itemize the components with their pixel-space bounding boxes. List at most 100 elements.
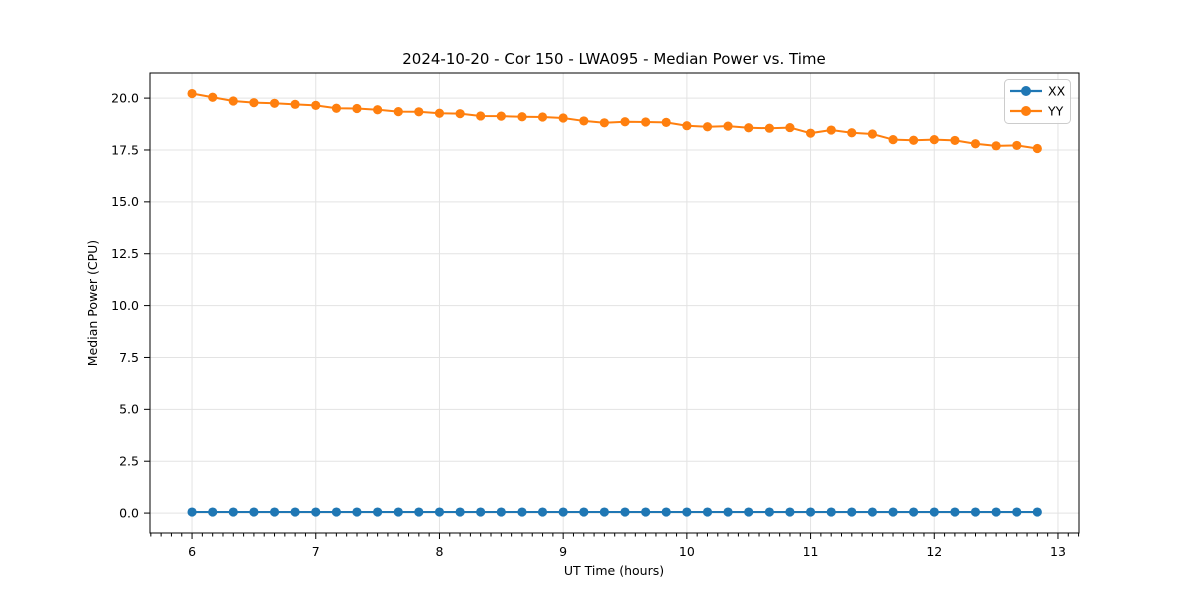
y-tick-label: 17.5 <box>111 142 139 157</box>
data-point-xx <box>641 507 651 517</box>
data-point-yy <box>805 128 816 138</box>
data-point-xx <box>476 507 486 517</box>
data-point-xx <box>888 507 898 517</box>
data-point-yy <box>991 141 1001 151</box>
data-point-xx <box>929 507 939 517</box>
data-point-xx <box>558 507 568 517</box>
legend-label-yy: YY <box>1047 104 1064 119</box>
data-point-yy <box>970 139 981 149</box>
data-point-xx <box>661 507 671 517</box>
x-tick-label: 8 <box>435 544 443 559</box>
data-point-xx <box>269 507 280 517</box>
data-point-xx <box>764 507 774 517</box>
data-point-yy <box>311 100 321 110</box>
data-point-xx <box>496 507 506 517</box>
data-point-xx <box>517 507 527 517</box>
data-point-yy <box>744 123 754 133</box>
data-point-xx <box>208 507 218 517</box>
data-point-xx <box>414 507 424 517</box>
data-point-xx <box>785 507 795 517</box>
data-point-yy <box>496 111 506 121</box>
data-point-xx <box>228 507 238 517</box>
data-point-yy <box>764 123 774 133</box>
data-point-xx <box>455 507 465 517</box>
data-point-xx <box>434 507 445 517</box>
data-point-xx <box>290 507 300 517</box>
data-point-yy <box>929 135 939 145</box>
data-point-yy <box>228 96 238 106</box>
data-point-yy <box>434 108 445 118</box>
y-tick-label: 10.0 <box>111 298 139 313</box>
data-point-yy <box>723 121 733 131</box>
y-tick-label: 0.0 <box>119 505 139 520</box>
data-point-xx <box>682 507 692 517</box>
data-point-xx <box>1032 507 1042 517</box>
data-point-yy <box>455 109 465 119</box>
data-point-yy <box>393 106 403 117</box>
data-point-xx <box>950 507 960 517</box>
data-point-xx <box>1012 507 1022 517</box>
grid-layer <box>150 73 1079 533</box>
x-tick-label: 12 <box>926 544 942 559</box>
axes-frame <box>149 72 1080 534</box>
data-point-yy <box>909 135 919 145</box>
plot-frame <box>149 72 1080 534</box>
data-point-yy <box>290 99 300 109</box>
data-point-xx <box>373 507 383 517</box>
legend-item-yy: YY <box>1010 104 1064 119</box>
data-point-xx <box>744 507 754 517</box>
data-point-xx <box>620 507 630 517</box>
series-layer <box>187 88 1042 517</box>
data-point-yy <box>847 128 857 138</box>
data-point-xx <box>311 507 321 517</box>
data-point-xx <box>579 507 589 517</box>
data-point-yy <box>187 88 197 99</box>
data-point-yy <box>1032 143 1042 154</box>
tick-layer <box>144 97 1080 539</box>
data-point-yy <box>641 117 651 127</box>
data-point-yy <box>331 103 342 113</box>
data-point-yy <box>517 112 527 122</box>
chart-title: 2024-10-20 - Cor 150 - LWA095 - Median P… <box>402 50 826 68</box>
y-tick-label: 7.5 <box>119 350 139 365</box>
data-point-yy <box>867 129 878 139</box>
y-axis-label: Median Power (CPU) <box>85 240 100 366</box>
data-point-yy <box>208 92 218 102</box>
data-point-xx <box>867 507 878 517</box>
data-point-yy <box>414 107 424 117</box>
data-point-yy <box>1012 140 1022 151</box>
y-tick-label: 20.0 <box>111 90 139 105</box>
tick-label-layer: 6 7 8 9 10 11 12 13 0.0 2.5 5.0 7.5 10.0 12.5 15.0 17.5… <box>111 90 1066 559</box>
data-point-yy <box>620 117 630 127</box>
data-point-yy <box>476 111 486 121</box>
data-point-xx <box>599 507 609 517</box>
data-point-yy <box>269 98 280 108</box>
legend-marker-xx <box>1021 86 1031 96</box>
x-tick-label: 9 <box>559 544 567 559</box>
data-point-xx <box>393 507 403 517</box>
data-point-xx <box>909 507 919 517</box>
data-point-yy <box>599 118 609 128</box>
data-point-yy <box>249 98 259 108</box>
data-point-yy <box>373 105 383 115</box>
y-tick-label: 15.0 <box>111 194 139 209</box>
data-point-xx <box>847 507 857 517</box>
data-point-xx <box>187 507 197 517</box>
data-point-xx <box>826 507 836 517</box>
y-tick-label: 12.5 <box>111 246 139 261</box>
x-tick-label: 6 <box>188 544 196 559</box>
data-point-xx <box>991 507 1001 517</box>
data-point-xx <box>249 507 259 517</box>
y-tick-label: 2.5 <box>119 454 139 469</box>
legend-marker-yy <box>1021 106 1031 116</box>
data-point-yy <box>537 112 548 122</box>
data-point-yy <box>352 103 362 114</box>
data-point-yy <box>785 122 795 133</box>
data-point-yy <box>702 122 713 132</box>
data-point-yy <box>579 116 589 126</box>
data-point-yy <box>888 135 898 145</box>
y-tick-label: 5.0 <box>119 402 139 417</box>
data-point-xx <box>331 507 342 517</box>
